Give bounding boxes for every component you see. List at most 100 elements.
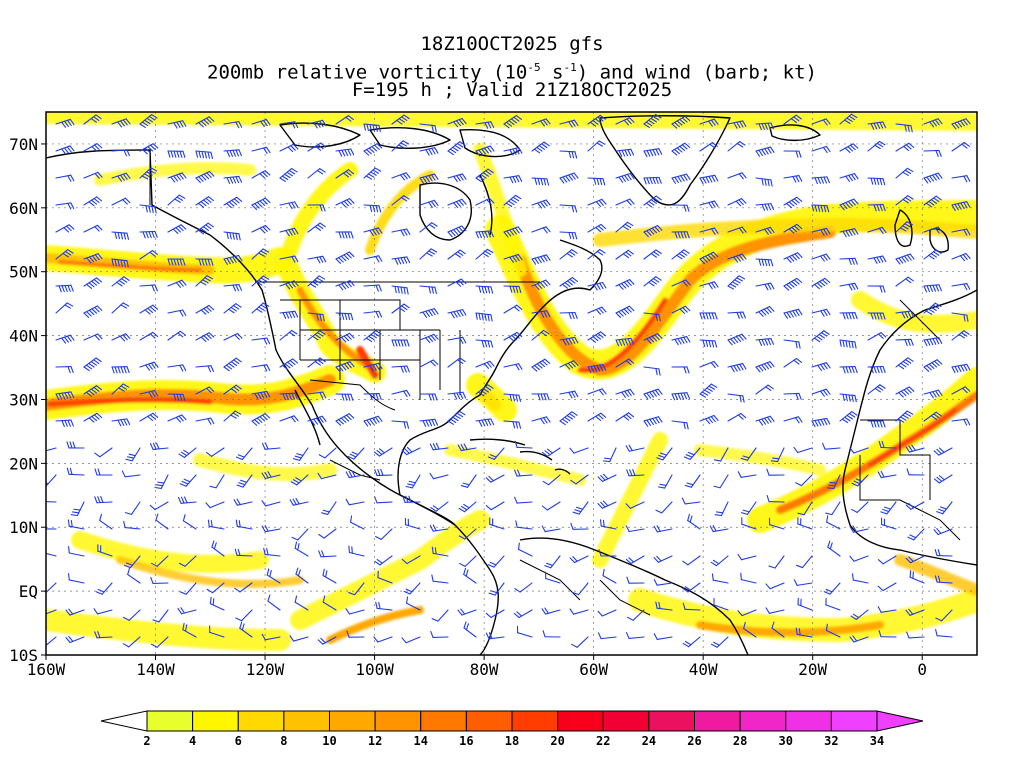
wind-barb xyxy=(323,569,336,583)
wind-barb xyxy=(571,523,588,529)
wind-barb xyxy=(84,358,101,371)
wind-barb xyxy=(588,307,606,314)
wind-barb xyxy=(364,416,382,426)
wind-barb xyxy=(542,526,560,532)
wind-barb xyxy=(850,556,868,561)
wind-barb xyxy=(392,173,410,180)
wind-barb xyxy=(319,448,336,458)
wind-barb xyxy=(728,142,745,151)
wind-barb xyxy=(461,475,476,487)
wind-barb xyxy=(140,305,158,314)
wind-barb xyxy=(812,309,830,316)
colorbar-high-arrow xyxy=(877,711,923,731)
wind-barb xyxy=(519,543,532,556)
wind-barb xyxy=(784,197,802,207)
wind-barb xyxy=(908,529,924,540)
wind-barb xyxy=(460,556,476,566)
wind-barb xyxy=(122,471,140,477)
lon-tick-label: 0 xyxy=(917,660,927,679)
wind-barb xyxy=(112,419,130,426)
wind-barb xyxy=(268,595,280,610)
colorbar-bin xyxy=(740,711,786,731)
wind-barb xyxy=(756,307,774,317)
wind-barb xyxy=(336,149,354,156)
colorbar-label: 26 xyxy=(687,734,701,748)
wind-barb xyxy=(336,313,353,320)
wind-barb xyxy=(924,250,941,259)
wind-barb xyxy=(84,225,102,232)
wind-barb xyxy=(364,168,381,179)
wind-barb xyxy=(208,520,224,529)
wind-barb xyxy=(644,250,661,259)
wind-barb xyxy=(39,637,56,647)
lon-tick-label: 80W xyxy=(470,660,499,679)
wind-barb xyxy=(448,226,466,237)
wind-barb xyxy=(376,602,392,610)
wind-barb xyxy=(206,502,224,508)
wind-barb xyxy=(68,520,84,529)
wind-barb xyxy=(336,252,354,263)
wind-barb xyxy=(292,529,308,540)
wind-barb xyxy=(448,174,466,182)
colorbar-bin xyxy=(284,711,330,731)
wind-barb xyxy=(308,416,326,425)
wind-barb xyxy=(376,529,392,539)
wind-barb xyxy=(952,254,970,261)
wind-barb xyxy=(140,231,157,237)
wind-barb xyxy=(728,173,746,179)
wind-barb xyxy=(280,330,297,340)
wind-barb xyxy=(71,502,84,515)
wind-barb xyxy=(84,197,102,206)
wind-barb xyxy=(598,610,616,616)
wind-barb xyxy=(728,199,746,206)
wind-barb xyxy=(644,277,661,286)
wind-barb xyxy=(420,200,438,207)
lon-tick-label: 160W xyxy=(27,660,66,679)
wind-barb xyxy=(458,609,476,615)
wind-barb xyxy=(252,147,270,153)
wind-barb xyxy=(532,142,549,153)
wind-barb xyxy=(112,334,130,341)
wind-barb xyxy=(840,174,858,182)
wind-barb xyxy=(784,176,802,183)
wind-barb xyxy=(112,277,129,286)
wind-barb xyxy=(290,636,308,641)
wind-barb xyxy=(658,475,672,488)
wind-barb xyxy=(627,577,644,583)
wind-barb xyxy=(151,443,168,449)
wind-barb xyxy=(896,143,914,151)
wind-barb xyxy=(626,526,644,532)
wind-barb xyxy=(168,365,186,371)
wind-barb xyxy=(952,331,969,340)
wind-barb xyxy=(196,197,213,208)
colorbar-bin xyxy=(649,711,695,731)
wind-barb xyxy=(824,583,840,594)
wind-barb xyxy=(486,475,504,482)
colorbar-label: 22 xyxy=(596,734,610,748)
wind-barb xyxy=(38,446,56,452)
wind-barb xyxy=(464,622,476,637)
wind-barb xyxy=(67,468,84,475)
wind-barb xyxy=(280,202,298,209)
wind-barb xyxy=(710,526,728,532)
colorbar-label: 20 xyxy=(550,734,564,748)
wind-barb xyxy=(924,338,942,346)
wind-barb xyxy=(375,469,392,475)
wind-barb xyxy=(348,448,364,459)
wind-barb xyxy=(364,331,381,342)
wind-barb xyxy=(140,362,158,370)
wind-barb xyxy=(794,580,812,586)
wind-barb xyxy=(794,447,812,452)
wind-barb xyxy=(952,419,970,425)
wind-barb xyxy=(140,413,158,421)
wind-barb xyxy=(179,448,196,457)
wind-barb xyxy=(236,610,252,621)
wind-barb xyxy=(224,285,242,291)
wind-barb xyxy=(728,413,746,421)
wind-barb xyxy=(840,283,858,290)
wind-barb xyxy=(364,205,381,212)
wind-barb xyxy=(430,473,448,478)
wind-barb xyxy=(878,583,896,590)
